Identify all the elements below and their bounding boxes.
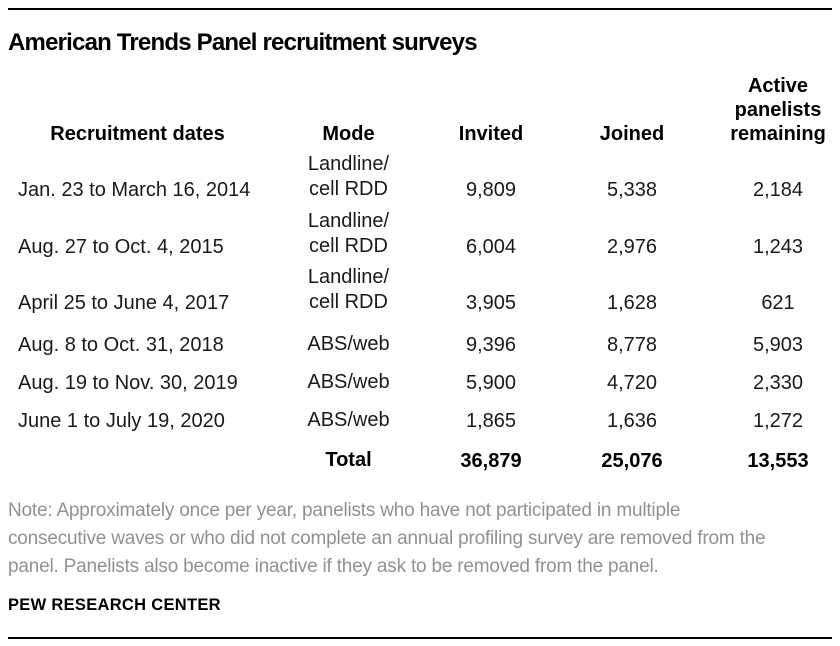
table-row: Aug. 19 to Nov. 30, 2019 ABS/web 5,900 4… <box>8 363 832 401</box>
total-active: 13,553 <box>747 450 809 472</box>
cell-active-remaining: 2,330 <box>752 372 804 394</box>
cell-joined: 1,636 <box>606 410 658 432</box>
cell-invited: 9,396 <box>465 334 517 356</box>
recruitment-surveys-table: Recruitment dates Mode Invited Joined Ac… <box>8 74 832 479</box>
table-row: Jan. 23 to March 16, 2014 Landline/ cell… <box>8 151 832 208</box>
table-header-row: Recruitment dates Mode Invited Joined Ac… <box>8 74 832 151</box>
cell-mode: ABS/web <box>307 409 390 431</box>
total-label: Total <box>325 449 372 471</box>
table-row: Aug. 27 to Oct. 4, 2015 Landline/ cell R… <box>8 208 832 265</box>
column-header-invited: Invited <box>458 123 524 145</box>
cell-recruitment-dates: April 25 to June 4, 2017 <box>18 292 230 314</box>
table-row: Aug. 8 to Oct. 31, 2018 ABS/web 9,396 8,… <box>8 321 832 363</box>
source-label: PEW RESEARCH CENTER <box>8 596 221 614</box>
top-rule <box>8 8 832 10</box>
cell-active-remaining: 2,184 <box>752 179 804 201</box>
cell-invited: 5,900 <box>465 372 517 394</box>
cell-recruitment-dates: Jan. 23 to March 16, 2014 <box>18 179 251 201</box>
cell-recruitment-dates: June 1 to July 19, 2020 <box>18 410 225 432</box>
cell-empty <box>8 439 285 479</box>
column-header-recruitment-dates: Recruitment dates <box>50 123 225 145</box>
column-header-active-panelists: Active panelists remaining <box>730 75 826 145</box>
cell-joined: 2,976 <box>606 236 658 258</box>
table-total-row: Total 36,879 25,076 13,553 <box>8 439 832 479</box>
cell-active-remaining: 621 <box>761 292 795 314</box>
table-row: June 1 to July 19, 2020 ABS/web 1,865 1,… <box>8 401 832 439</box>
bottom-rule <box>8 637 832 639</box>
cell-mode: ABS/web <box>307 333 390 355</box>
cell-joined: 8,778 <box>606 334 658 356</box>
cell-invited: 9,809 <box>465 179 517 201</box>
footnote-text: Note: Approximately once per year, panel… <box>8 500 766 577</box>
cell-active-remaining: 1,243 <box>752 236 804 258</box>
cell-invited: 6,004 <box>465 236 517 258</box>
cell-recruitment-dates: Aug. 27 to Oct. 4, 2015 <box>18 236 224 258</box>
cell-recruitment-dates: Aug. 19 to Nov. 30, 2019 <box>18 372 238 394</box>
cell-active-remaining: 1,272 <box>752 410 804 432</box>
cell-mode: Landline/ cell RDD <box>307 153 390 200</box>
table-row: April 25 to June 4, 2017 Landline/ cell … <box>8 265 832 321</box>
cell-joined: 4,720 <box>606 372 658 394</box>
cell-joined: 1,628 <box>606 292 658 314</box>
cell-invited: 3,905 <box>465 292 517 314</box>
cell-invited: 1,865 <box>465 410 517 432</box>
column-header-mode: Mode <box>322 123 375 145</box>
page-title: American Trends Panel recruitment survey… <box>8 29 478 56</box>
cell-mode: ABS/web <box>307 371 390 393</box>
total-joined: 25,076 <box>601 450 663 472</box>
column-header-joined: Joined <box>599 123 665 145</box>
cell-joined: 5,338 <box>606 179 658 201</box>
total-invited: 36,879 <box>460 450 522 472</box>
cell-mode: Landline/ cell RDD <box>307 210 390 257</box>
cell-mode: Landline/ cell RDD <box>307 266 390 313</box>
cell-recruitment-dates: Aug. 8 to Oct. 31, 2018 <box>18 334 224 356</box>
cell-active-remaining: 5,903 <box>752 334 804 356</box>
